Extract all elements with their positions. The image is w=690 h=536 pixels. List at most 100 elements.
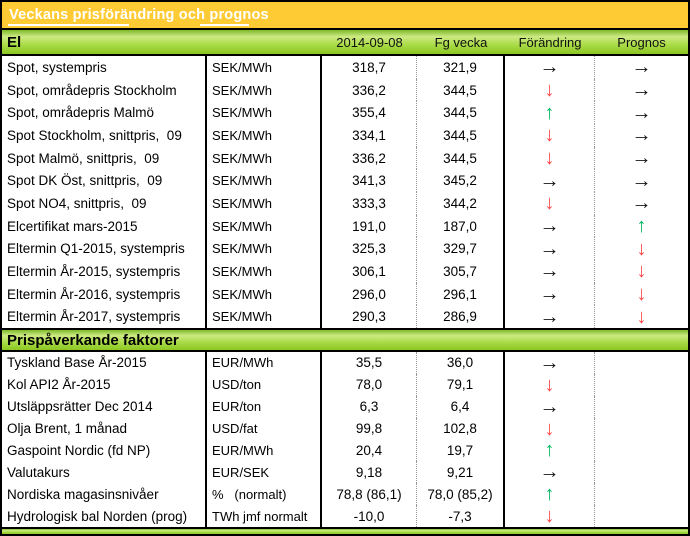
change-arrow-icon: ↓ [505,417,595,440]
table-row: Eltermin År-2015, systempris SEK/MWh 306… [2,260,688,283]
table-row: Nordiska magasinsnivåer % (normalt) 78,8… [2,483,688,506]
table-row: Spot Stockholm, snittpris, 09 SEK/MWh 33… [2,124,688,147]
current-week-value: 336,2 [322,78,417,102]
current-week-value: 341,3 [322,169,417,193]
row-label: Olja Brent, 1 månad [2,417,207,440]
change-arrow-icon: → [505,56,595,79]
row-unit: SEK/MWh [207,260,322,283]
row-label: Kol API2 År-2015 [2,373,207,396]
change-arrow-icon: ↑ [505,439,595,462]
table-row: Tyskland Base År-2015 EUR/MWh 35,5 36,0 … [2,352,688,374]
row-label: Spot, områdepris Malmö [2,101,207,125]
current-week-value: 99,8 [322,417,417,440]
previous-week-value: 19,7 [417,439,505,462]
change-arrow-icon: → [505,169,595,193]
table-row: Valutakurs EUR/SEK 9,18 9,21 → [2,461,688,484]
previous-week-value: 321,9 [417,56,505,79]
forecast-arrow-icon [595,461,688,483]
el-rows: Spot, systempris SEK/MWh 318,7 321,9 → →… [2,56,688,329]
change-arrow-icon: → [505,214,595,238]
forecast-arrow-icon: ↓ [636,283,647,306]
row-unit: SEK/MWh [207,78,322,102]
row-unit: SEK/MWh [207,169,322,193]
row-unit: EUR/ton [207,395,322,418]
previous-week-value: 79,1 [417,373,505,396]
row-unit: SEK/MWh [207,305,322,329]
forecast-arrow-icon [595,396,688,418]
section-title-faktorer: Prispåverkande faktorer [7,331,179,349]
change-arrow-icon: ↑ [505,483,595,506]
table-row: Gaspoint Nordic (fd NP) EUR/MWh 20,4 19,… [2,439,688,462]
row-unit: USD/ton [207,373,322,396]
current-week-value: 290,3 [322,305,417,329]
current-week-value: 6,3 [322,395,417,418]
row-unit: SEK/MWh [207,124,322,147]
table-row: Eltermin År-2017, systempris SEK/MWh 290… [2,305,688,329]
forecast-arrow-icon: ↓ [636,237,647,260]
current-week-value: 191,0 [322,214,417,238]
row-label: Eltermin År-2017, systempris [2,305,207,329]
previous-week-value: 344,2 [417,192,505,215]
current-week-value: 78,0 [322,373,417,396]
previous-week-value: 344,5 [417,124,505,147]
change-arrow-icon: → [505,237,595,261]
current-week-value: -10,0 [322,505,417,527]
underline-decoration [8,24,129,26]
forecast-arrow-icon [595,352,688,374]
row-unit: SEK/MWh [207,101,322,125]
forecast-arrow-icon: → [631,79,652,101]
row-label: Gaspoint Nordic (fd NP) [2,439,207,462]
forecast-arrow-icon: → [631,169,652,192]
row-unit: SEK/MWh [207,146,322,170]
previous-week-value: 36,0 [417,352,505,374]
change-arrow-icon: ↓ [505,505,595,527]
row-label: Eltermin År-2016, systempris [2,282,207,306]
forecast-arrow-icon [595,374,688,396]
column-header-date: 2014-09-08 [336,34,403,50]
previous-week-value: 286,9 [417,305,505,329]
current-week-value: 35,5 [322,352,417,374]
change-arrow-icon: ↑ [505,101,595,125]
row-unit: SEK/MWh [207,237,322,261]
current-week-value: 78,8 (86,1) [322,483,417,506]
underline-decoration [200,24,249,26]
row-unit: EUR/SEK [207,461,322,484]
change-arrow-icon: → [505,282,595,306]
change-arrow-icon: → [505,352,595,374]
current-week-value: 325,3 [322,237,417,261]
row-unit: SEK/MWh [207,56,322,79]
table-row: Spot, områdepris Malmö SEK/MWh 355,4 344… [2,101,688,125]
current-week-value: 9,18 [322,461,417,484]
previous-week-value: -7,3 [417,505,505,527]
forecast-arrow-icon [595,440,688,462]
report-title: Veckans prisförändring och prognos [9,7,269,23]
change-arrow-icon: ↓ [505,78,595,102]
row-label: Spot, områdepris Stockholm [2,78,207,102]
forecast-arrow-icon: → [631,147,652,170]
column-header-forecast: Prognos [617,34,666,50]
previous-week-value: 78,0 (85,2) [417,483,505,506]
row-label: Hydrologisk bal Norden (prog) [2,505,207,527]
forecast-arrow-icon [595,418,688,440]
row-unit: SEK/MWh [207,282,322,306]
change-arrow-icon: → [505,395,595,418]
previous-week-value: 6,4 [417,395,505,418]
section-title-el: El [7,33,22,51]
forecast-arrow-icon [595,505,688,527]
row-unit: EUR/MWh [207,439,322,462]
current-week-value: 296,0 [322,282,417,306]
bottom-green-strip [2,527,688,534]
table-row: Spot DK Öst, snittpris, 09 SEK/MWh 341,3… [2,169,688,193]
forecast-arrow-icon [595,483,688,505]
forecast-arrow-icon: → [631,101,652,124]
table-row: Hydrologisk bal Norden (prog) TWh jmf no… [2,505,688,527]
report-title-bar: Veckans prisförändring och prognos [2,2,688,30]
row-unit: % (normalt) [207,483,322,506]
row-unit: SEK/MWh [207,192,322,215]
change-arrow-icon: → [505,461,595,484]
change-arrow-icon: → [505,305,595,329]
table-row: Spot NO4, snittpris, 09 SEK/MWh 333,3 34… [2,192,688,215]
table-row: Spot Malmö, snittpris, 09 SEK/MWh 336,2 … [2,146,688,170]
change-arrow-icon: → [505,260,595,283]
